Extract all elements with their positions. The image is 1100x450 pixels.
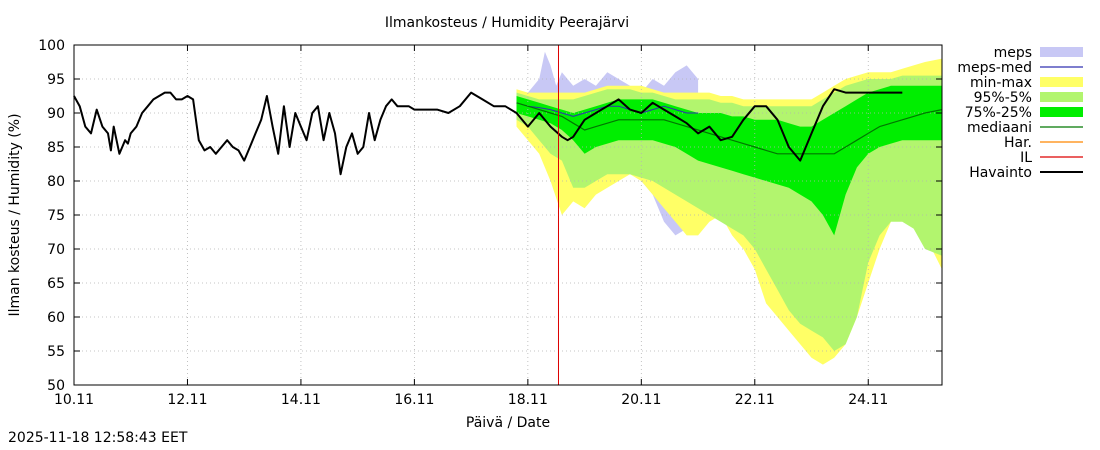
legend-label-median: mediaani — [967, 120, 1032, 136]
chart-title: Ilmankosteus / Humidity Peerajärvi — [385, 15, 629, 31]
x-tick-label: 14.11 — [281, 392, 321, 408]
y-tick-label: 55 — [47, 344, 65, 360]
y-tick-label: 85 — [47, 140, 65, 156]
y-tick-label: 65 — [47, 276, 65, 292]
y-tick-label: 60 — [47, 310, 65, 326]
y-tick-label: 95 — [47, 72, 65, 88]
y-tick-label: 100 — [38, 38, 65, 54]
y-tick-label: 75 — [47, 208, 65, 224]
x-axis-label: Päivä / Date — [466, 415, 550, 431]
legend-label-obs: Havainto — [969, 165, 1032, 181]
grid-layer — [74, 45, 942, 385]
legend-swatch-minmax — [1040, 77, 1083, 87]
legend-label-p75_25: 75%-25% — [965, 105, 1032, 121]
legend-label-meps: meps — [994, 45, 1032, 61]
legend-label-har: Har. — [1004, 135, 1032, 151]
x-tick-label: 16.11 — [394, 392, 434, 408]
x-tick-label: 20.11 — [621, 392, 661, 408]
legend: mepsmeps-medmin-max95%-5%75%-25%mediaani… — [957, 45, 1083, 181]
y-tick-label: 90 — [47, 106, 65, 122]
axis-ticks: 50 55 60 65 70 75 80 85 90 95 100 10.11 12.11 14.11 16… — [38, 38, 942, 408]
series-obs — [73, 88, 903, 176]
legend-label-p95_5: 95%-5% — [974, 90, 1032, 106]
x-tick-label: 18.11 — [508, 392, 548, 408]
line-layer — [73, 45, 943, 385]
band-p75_25 — [516, 85, 942, 236]
y-tick-label: 50 — [47, 378, 65, 394]
y-tick-label: 70 — [47, 242, 65, 258]
legend-swatch-p75_25 — [1040, 107, 1083, 117]
timestamp: 2025-11-18 12:58:43 EET — [8, 430, 188, 446]
band-layer — [516, 51, 942, 365]
y-axis-label: Ilman kosteus / Humidity (%) — [7, 113, 23, 316]
y-tick-label: 80 — [47, 174, 65, 190]
legend-label-minmax: min-max — [970, 75, 1032, 91]
x-tick-label: 10.11 — [54, 392, 94, 408]
x-tick-label: 12.11 — [167, 392, 207, 408]
x-tick-label: 24.11 — [848, 392, 888, 408]
legend-label-meps_med: meps-med — [957, 60, 1032, 76]
legend-swatch-p95_5 — [1040, 92, 1083, 102]
x-tick-label: 22.11 — [735, 392, 775, 408]
legend-label-il: IL — [1020, 150, 1032, 166]
legend-swatch-meps — [1040, 47, 1083, 57]
